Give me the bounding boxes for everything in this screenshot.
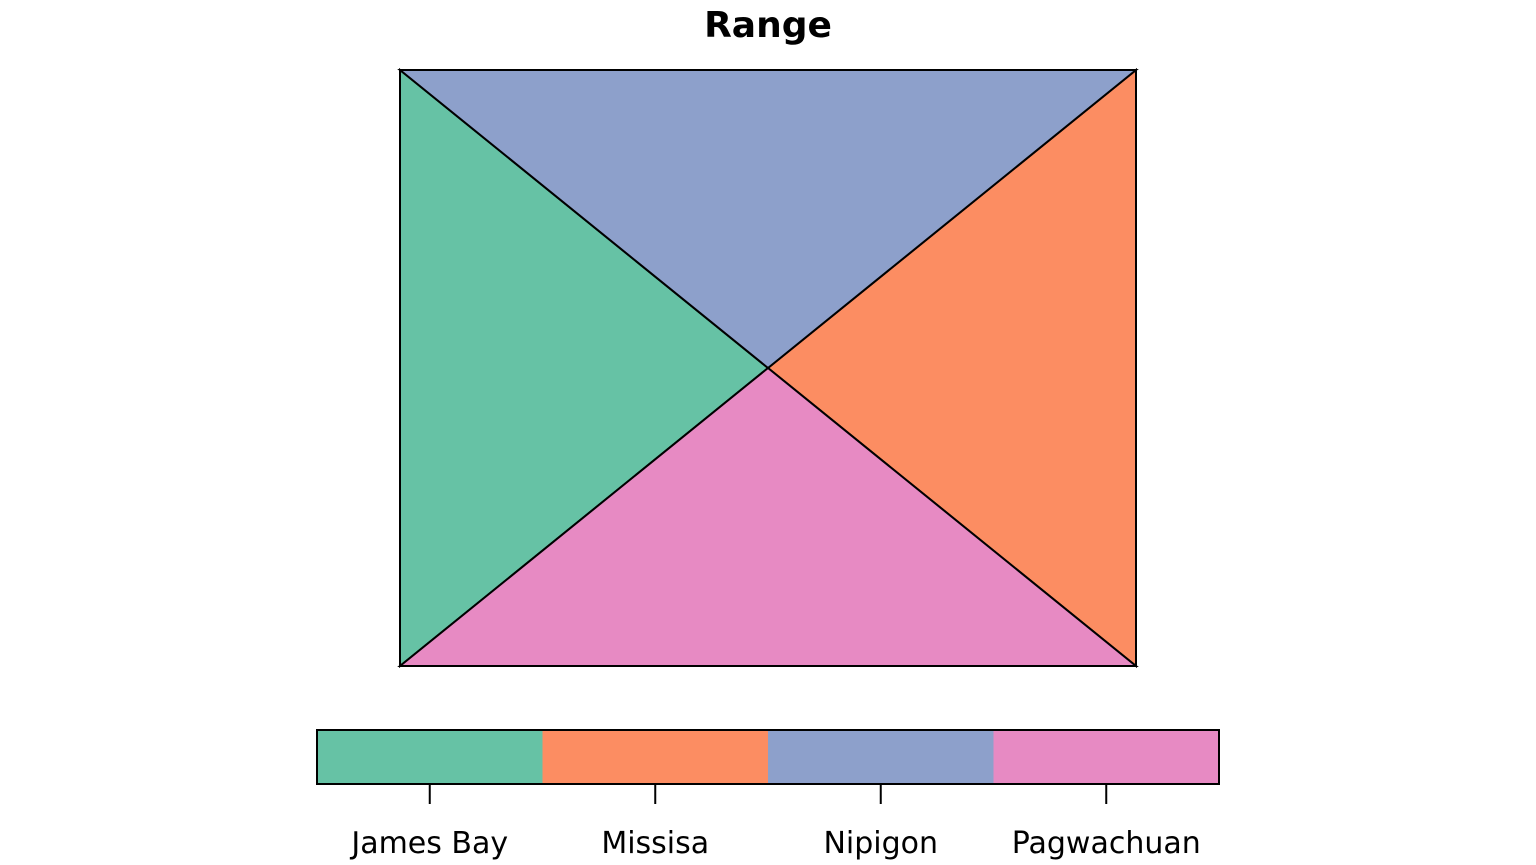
chart-title: Range xyxy=(704,5,832,46)
legend-frame xyxy=(316,729,1220,785)
legend-label-nipigon: Nipigon xyxy=(823,826,938,861)
legend-label-missisa: Missisa xyxy=(601,826,709,861)
legend-swatch-james-bay xyxy=(317,730,543,784)
color-legend: James Bay Missisa Nipigon Pagwachuan xyxy=(316,729,1220,861)
legend-swatch-nipigon xyxy=(768,730,994,784)
legend-label-james-bay: James Bay xyxy=(349,826,508,861)
legend-label-pagwachuan: Pagwachuan xyxy=(1012,826,1201,861)
legend-swatch-pagwachuan xyxy=(993,730,1220,784)
plot-frame xyxy=(399,69,1137,667)
legend-swatch-missisa xyxy=(542,730,769,784)
plot-area xyxy=(397,67,1139,669)
